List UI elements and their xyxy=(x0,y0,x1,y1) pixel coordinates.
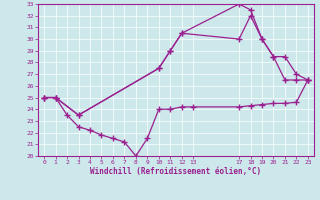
X-axis label: Windchill (Refroidissement éolien,°C): Windchill (Refroidissement éolien,°C) xyxy=(91,167,261,176)
